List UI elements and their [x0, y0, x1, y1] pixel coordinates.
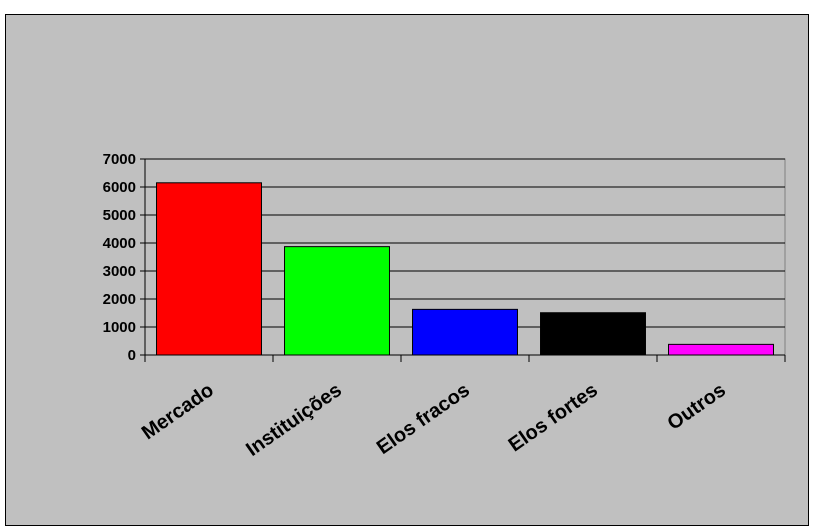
bar-0	[156, 182, 262, 356]
y-tick-label: 4000	[103, 235, 136, 252]
x-category-label: Outros	[664, 379, 730, 435]
y-tick-label: 0	[128, 347, 136, 364]
y-tick-label: 7000	[103, 151, 136, 168]
y-tick-label: 6000	[103, 179, 136, 196]
x-axis-ticks: Mercado Instituições Elos fracos Elos forte…	[138, 355, 786, 461]
y-tick-label: 3000	[103, 263, 136, 280]
x-category-label: Mercado	[138, 379, 218, 444]
y-tick-label: 1000	[103, 319, 136, 336]
bar-2	[412, 308, 518, 356]
x-category-label: Instituições	[242, 379, 346, 461]
y-tick-label: 5000	[103, 207, 136, 224]
bar-3	[540, 312, 646, 356]
bar-4	[668, 343, 774, 356]
y-axis-ticks: 0 1000 2000 3000 4000 5000 6000 7000	[103, 151, 145, 364]
x-category-label: Elos fracos	[373, 379, 474, 459]
y-tick-label: 2000	[103, 291, 136, 308]
bars	[156, 182, 774, 356]
x-category-label: Elos fortes	[505, 379, 602, 456]
bar-1	[284, 246, 390, 356]
